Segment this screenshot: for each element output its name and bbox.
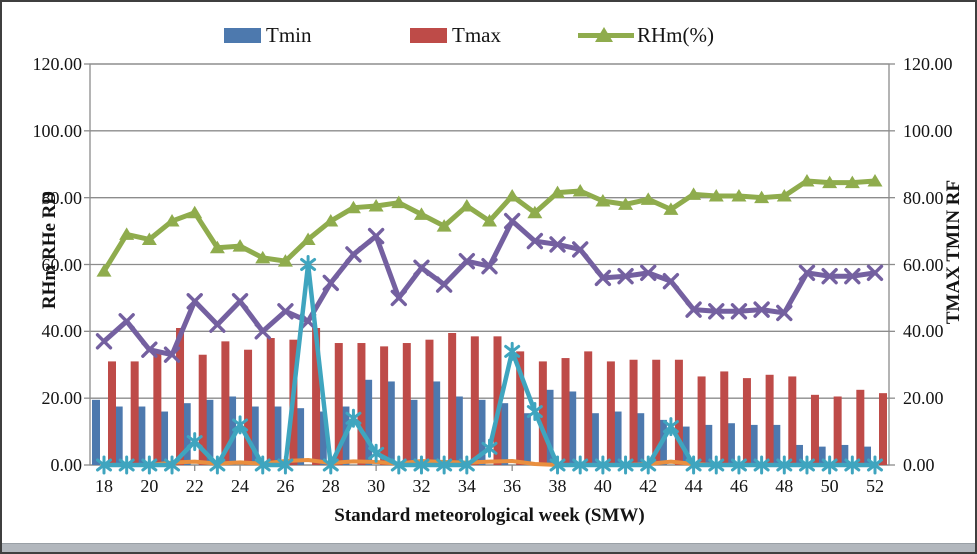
x-axis-tick: 46 — [729, 476, 748, 496]
y-axis-left-title: RHm RHe RD — [39, 190, 60, 310]
y-left-tick: 100.00 — [32, 120, 83, 141]
screenshot-bottom-edge — [2, 543, 975, 552]
y-left-tick: 60.00 — [41, 254, 83, 275]
x-axis-tick: 40 — [593, 476, 612, 496]
x-axis-tick: 50 — [820, 476, 839, 496]
y-left-tick: 120.00 — [32, 54, 83, 74]
x-axis-tick: 18 — [95, 476, 113, 496]
y-right-tick: 80.00 — [903, 187, 944, 208]
x-axis-tick: 52 — [866, 476, 884, 496]
legend-line-triangle-marker — [578, 27, 634, 43]
y-right-tick: 120.00 — [903, 54, 953, 74]
legend-item-rhm: RHm(%) — [578, 20, 714, 50]
x-axis-tick: 48 — [775, 476, 794, 496]
legend-label: Tmax — [452, 22, 501, 47]
y-right-tick: 100.00 — [903, 120, 953, 141]
x-axis-tick: 30 — [367, 476, 386, 496]
x-axis-tick: 44 — [684, 476, 703, 496]
y-right-tick: 60.00 — [903, 254, 944, 275]
x-axis-tick: 34 — [457, 476, 476, 496]
y-left-tick: 20.00 — [41, 388, 83, 409]
chart-legend: Tmin Tmax RHm(%) — [2, 20, 975, 52]
x-axis-tick: 26 — [276, 476, 295, 496]
x-axis-tick: 24 — [231, 476, 250, 496]
legend-item-tmin: Tmin — [224, 20, 312, 50]
x-axis-tick: 42 — [639, 476, 658, 496]
legend-label: Tmin — [266, 22, 312, 47]
x-axis-tick: 20 — [140, 476, 159, 496]
legend-swatch — [410, 27, 447, 43]
y-right-tick: 40.00 — [903, 321, 944, 342]
y-right-tick: 0.00 — [903, 455, 935, 475]
x-axis-tick: 36 — [503, 476, 522, 496]
y-left-tick: 80.00 — [41, 187, 83, 208]
y-left-tick: 40.00 — [41, 321, 83, 342]
x-axis-title: Standard meteorological week (SMW) — [334, 505, 645, 526]
y-right-tick: 20.00 — [903, 388, 944, 409]
x-axis-tick: 22 — [185, 476, 204, 496]
legend-item-tmax: Tmax — [410, 20, 501, 50]
y-left-tick: 0.00 — [50, 455, 83, 475]
y-axis-right-title: TMAX TMIN RF — [943, 179, 964, 325]
x-axis-tick: 38 — [548, 476, 567, 496]
x-axis-tick: 32 — [412, 476, 431, 496]
legend-label: RHm(%) — [637, 22, 714, 47]
legend-swatch — [224, 27, 261, 43]
x-axis-tick: 28 — [321, 476, 340, 496]
